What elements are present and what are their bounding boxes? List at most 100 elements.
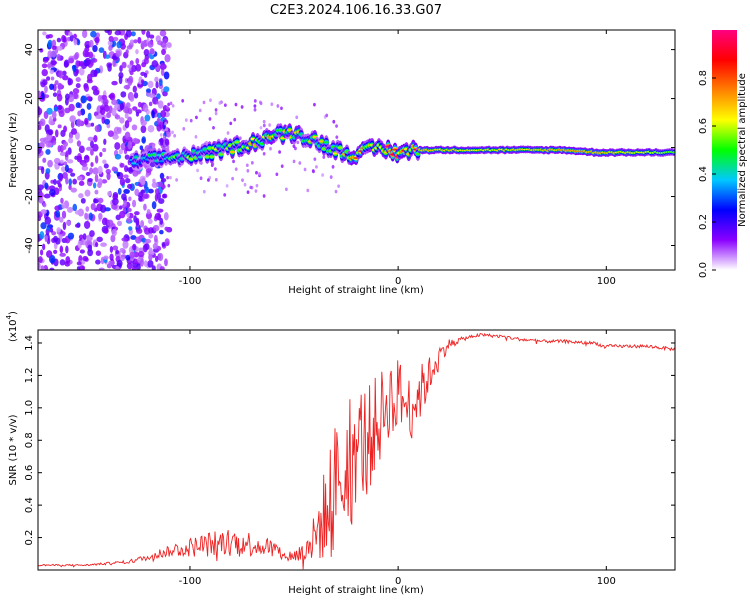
noise-speckle: [51, 45, 57, 51]
noise-speckle: [97, 178, 103, 186]
noise-speckle: [72, 178, 77, 185]
noise-speckle: [116, 171, 121, 177]
noise-speckle: [108, 260, 115, 266]
snr-panel: -100 0 100 0.2 0.4 0.6 0.8 1.0 1.2 1.4 Height of …: [5, 311, 676, 596]
noise-speckle: [140, 189, 146, 194]
noise-speckle: [147, 80, 154, 89]
noise-speckle: [149, 48, 155, 55]
noise-speckle: [151, 265, 156, 270]
noise-speckle: [332, 119, 336, 124]
noise-speckle: [40, 266, 46, 270]
noise-speckle: [85, 44, 90, 49]
noise-speckle: [109, 253, 114, 261]
noise-speckle: [91, 85, 98, 91]
noise-speckle: [51, 39, 57, 48]
noise-speckle: [104, 118, 111, 125]
noise-speckle: [61, 34, 66, 43]
noise-speckle: [138, 195, 143, 202]
noise-speckle: [166, 175, 170, 180]
noise-speckle: [169, 101, 173, 106]
noise-speckle: [51, 50, 57, 58]
noise-speckle: [142, 193, 150, 200]
spectral-ridge-cell: [229, 150, 236, 154]
noise-speckle: [113, 126, 121, 135]
noise-speckle: [78, 145, 85, 154]
noise-speckle: [57, 82, 63, 90]
noise-speckle: [79, 249, 85, 254]
noise-speckle: [269, 146, 272, 151]
noise-speckle: [44, 182, 49, 190]
noise-speckle: [53, 178, 57, 186]
noise-speckle: [164, 54, 171, 63]
noise-speckle: [159, 229, 164, 235]
noise-speckle: [148, 233, 154, 239]
noise-speckle: [128, 196, 132, 202]
noise-speckle: [112, 245, 119, 251]
noise-speckle: [75, 131, 80, 140]
noise-speckle: [90, 122, 95, 127]
noise-speckle: [284, 187, 288, 192]
noise-speckle: [132, 137, 138, 144]
noise-speckle: [195, 115, 198, 120]
noise-speckle: [121, 61, 127, 69]
noise-speckle: [163, 212, 169, 221]
noise-speckle: [148, 247, 153, 255]
noise-speckle: [70, 172, 76, 177]
noise-speckle: [78, 67, 85, 76]
noise-speckle: [49, 115, 53, 122]
noise-speckle: [57, 104, 63, 111]
noise-speckle: [125, 254, 131, 261]
noise-speckle: [90, 149, 94, 156]
noise-speckle: [74, 210, 82, 215]
spectral-ridge-cell: [337, 146, 343, 149]
noise-speckle: [278, 150, 282, 154]
noise-speckle: [46, 107, 53, 115]
spectral-ridge-cell: [323, 141, 329, 144]
noise-speckle: [45, 149, 51, 155]
noise-speckle: [48, 255, 56, 264]
noise-speckle: [199, 176, 203, 181]
noise-speckle: [66, 220, 71, 226]
noise-speckle: [49, 69, 55, 75]
noise-speckle: [144, 186, 150, 194]
noise-speckle: [159, 172, 165, 180]
noise-speckle: [104, 30, 110, 34]
noise-speckle: [118, 75, 123, 85]
noise-speckle: [144, 238, 152, 244]
noise-speckle: [116, 259, 123, 267]
noise-speckle: [156, 93, 161, 100]
noise-speckle: [49, 83, 55, 91]
noise-speckle: [255, 183, 259, 188]
spectrogram-marks: [38, 30, 675, 270]
noise-speckle: [111, 228, 117, 237]
noise-speckle: [131, 265, 137, 270]
noise-speckle: [107, 130, 114, 138]
noise-speckle: [75, 83, 81, 89]
noise-speckle: [292, 159, 296, 164]
noise-speckle: [147, 218, 153, 224]
noise-speckle: [86, 96, 93, 101]
noise-speckle: [135, 48, 139, 55]
snr-x-tick-label: 0: [395, 576, 401, 587]
noise-speckle: [259, 125, 263, 130]
noise-speckle: [262, 194, 266, 198]
noise-speckle: [159, 121, 164, 130]
noise-speckle: [125, 145, 129, 152]
noise-speckle: [124, 154, 130, 160]
noise-speckle: [50, 60, 58, 66]
noise-speckle: [276, 104, 280, 108]
noise-speckle: [84, 117, 89, 125]
spectrogram-y-tick-label: 0: [24, 144, 35, 150]
colorbar-tick-label: 0.2: [698, 214, 709, 230]
noise-speckle: [159, 137, 164, 147]
noise-speckle: [238, 136, 242, 141]
noise-speckle: [135, 228, 143, 234]
noise-speckle: [218, 101, 222, 105]
noise-speckle: [61, 202, 66, 209]
noise-speckle: [120, 91, 127, 98]
noise-speckle: [68, 137, 74, 144]
noise-speckle: [62, 75, 69, 81]
noise-speckle: [78, 180, 85, 186]
noise-speckle: [160, 110, 167, 118]
noise-speckle: [123, 174, 129, 179]
